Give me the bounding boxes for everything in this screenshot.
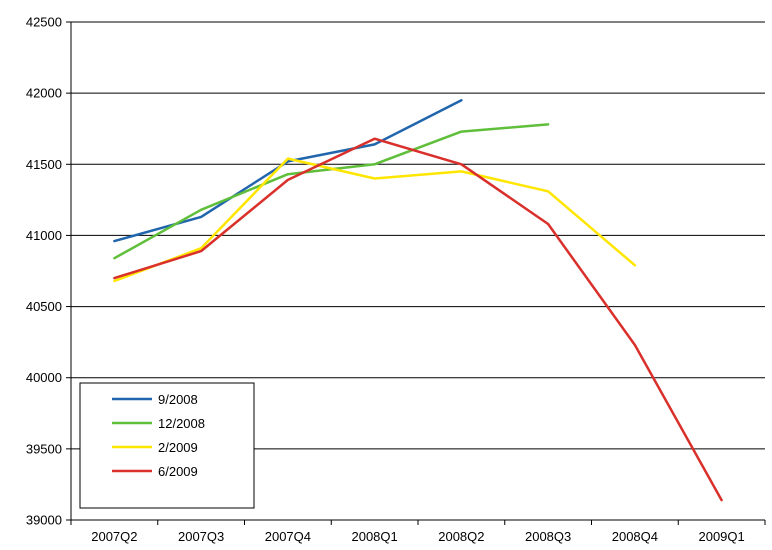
legend-label-6-2009: 6/2009: [158, 464, 198, 479]
y-tick-label: 41500: [26, 157, 62, 172]
y-tick-label: 41000: [26, 228, 62, 243]
series-line-2-2009: [113, 157, 637, 283]
series-line-12-2008: [113, 123, 550, 260]
legend-label-2-2009: 2/2009: [158, 440, 198, 455]
y-tick-label: 40500: [26, 299, 62, 314]
series-line-9-2008: [113, 99, 463, 243]
x-tick-label: 2007Q3: [178, 529, 224, 544]
x-tick-label: 2008Q2: [438, 529, 484, 544]
x-tick-label: 2007Q4: [265, 529, 311, 544]
y-tick-label: 39500: [26, 441, 62, 456]
y-tick-label: 40000: [26, 370, 62, 385]
x-tick-label: 2008Q4: [612, 529, 658, 544]
y-tick-label: 39000: [26, 513, 62, 528]
y-axis-ticks: 39000 39500 40000 40500 41000 41500 42000 42500: [26, 15, 71, 528]
series-lines: [113, 99, 723, 502]
legend-box: [79, 382, 255, 509]
y-tick-label: 42000: [26, 86, 62, 101]
legend-label-9-2008: 9/2008: [158, 392, 198, 407]
gridlines: [71, 21, 765, 450]
series-line-6-2009: [113, 137, 723, 502]
legend: 9/2008 12/2008 2/2009 6/2009: [79, 382, 255, 509]
x-tick-label: 2008Q1: [351, 529, 397, 544]
y-tick-label: 42500: [26, 15, 62, 30]
legend-label-12-2008: 12/2008: [158, 416, 205, 431]
x-axis-ticks: 2007Q2 2007Q3 2007Q4 2008Q1 2008Q2 2008Q3 2008…: [70, 520, 766, 544]
x-tick-label: 2008Q3: [525, 529, 571, 544]
x-tick-label: 2007Q2: [91, 529, 137, 544]
x-tick-label: 2009Q1: [698, 529, 744, 544]
